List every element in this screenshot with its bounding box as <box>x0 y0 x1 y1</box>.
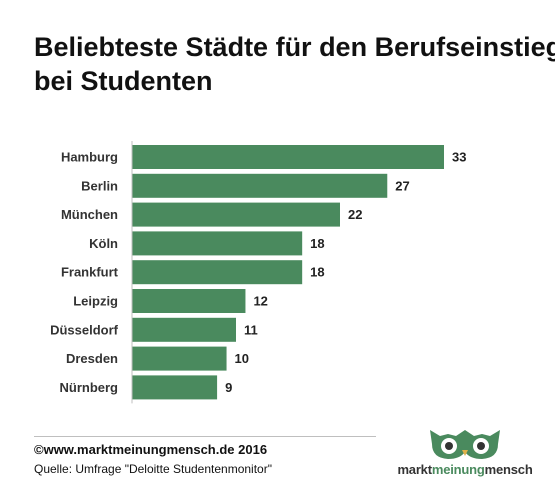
category-label-berlin: Berlin <box>81 178 118 193</box>
bar-dusseldorf <box>132 317 236 342</box>
category-label-leipzig: Leipzig <box>73 294 118 309</box>
brand-logo: marktmeinungmensch <box>380 420 550 490</box>
value-label-leipzig: 12 <box>253 294 267 309</box>
value-label-berlin: 27 <box>395 178 409 193</box>
category-label-dresden: Dresden <box>66 351 118 366</box>
bar-nurnberg <box>132 375 218 400</box>
value-label-koln: 18 <box>310 236 324 251</box>
bar-frankfurt <box>132 260 303 285</box>
category-label-munchen: München <box>61 207 118 222</box>
logo-word-mensch: mensch <box>484 462 533 477</box>
chart-title: Beliebteste Städte für den Berufseinstie… <box>34 30 555 98</box>
bar-hamburg <box>132 145 444 169</box>
source-text: Quelle: Umfrage "Deloitte Studentenmonit… <box>34 462 272 476</box>
value-label-frankfurt: 18 <box>310 265 324 280</box>
footer-divider <box>34 436 376 437</box>
logo-wordmark: marktmeinungmensch <box>380 462 550 477</box>
bar-koln <box>132 231 303 256</box>
category-label-koln: Köln <box>89 236 118 251</box>
bar-leipzig <box>132 289 246 313</box>
category-label-nurnberg: Nürnberg <box>60 380 119 395</box>
category-label-hamburg: Hamburg <box>61 150 118 165</box>
owl-icon <box>430 430 500 459</box>
bar-berlin <box>132 173 388 198</box>
value-label-nurnberg: 9 <box>225 380 232 395</box>
value-label-dresden: 10 <box>235 351 249 366</box>
category-label-dusseldorf: Düsseldorf <box>50 322 119 337</box>
bar-munchen <box>132 202 340 227</box>
chart-title-line-1: Beliebteste Städte für den Berufseinstie… <box>34 32 555 62</box>
category-label-frankfurt: Frankfurt <box>61 265 119 280</box>
value-label-dusseldorf: 11 <box>244 322 258 337</box>
value-label-hamburg: 33 <box>452 150 466 165</box>
bar-dresden <box>132 346 227 371</box>
bar-chart: Hamburg 33 Berlin 27 München 22 Köln 18 Frankfur… <box>50 141 466 404</box>
value-label-munchen: 22 <box>348 207 362 222</box>
logo-word-markt: markt <box>397 462 432 477</box>
logo-word-meinung: meinung <box>431 462 485 477</box>
copyright-text: ©www.marktmeinungmensch.de 2016 <box>34 442 268 457</box>
chart-title-line-2: bei Studenten <box>34 66 213 96</box>
